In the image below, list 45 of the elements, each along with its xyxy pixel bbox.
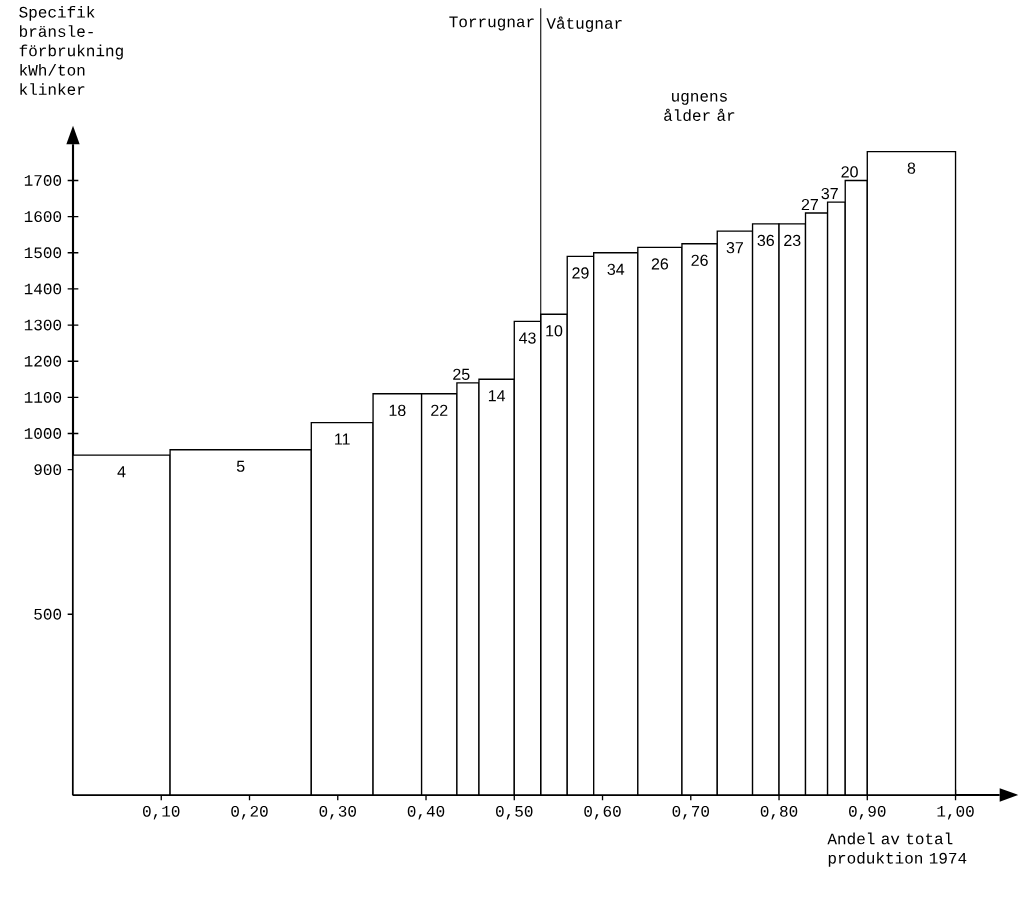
- x-tick-label: 1,00: [937, 805, 974, 820]
- text: ugnens ålder år: [664, 92, 735, 122]
- ref-line-label: Torrugnar: [449, 16, 534, 31]
- annotation: 18: [389, 404, 406, 416]
- y-tick-label: 1000: [24, 428, 62, 439]
- annotation: 27: [801, 198, 818, 211]
- y-tick-label: 1300: [24, 319, 62, 331]
- annotation: 4: [117, 466, 126, 478]
- annotation: 34: [607, 263, 625, 276]
- annotation: 36: [757, 234, 774, 247]
- annotation: 8: [907, 162, 916, 174]
- y-axis-title: Specifik bränsle- förbrukning kWh/ton klinker: [19, 5, 123, 95]
- annotation: 10: [546, 325, 563, 337]
- annotation: 11: [335, 433, 350, 445]
- y-tick-label: 1100: [24, 391, 62, 403]
- y-tick-label: 500: [34, 608, 62, 620]
- x-axis-title: Andel av total produktion 1974: [827, 832, 967, 867]
- annotation: 25: [453, 368, 470, 380]
- annotation: 43: [518, 332, 536, 344]
- y-tick-label: 1200: [24, 355, 62, 367]
- y-tick-label: 900: [34, 464, 62, 476]
- x-tick-label: 0,10: [143, 805, 180, 820]
- annotation: 37: [821, 187, 838, 200]
- x-tick-label: 0,30: [319, 805, 356, 820]
- annotation: 20: [841, 166, 858, 178]
- annotation: 14: [488, 390, 506, 402]
- x-tick-label: 0,50: [496, 805, 533, 820]
- y-tick-label: 1500: [24, 247, 62, 259]
- annotation: 5: [236, 460, 245, 472]
- x-tick-label: 0,20: [231, 805, 268, 820]
- x-tick-label: 0,80: [760, 805, 798, 820]
- text: Våtugnar: [546, 16, 622, 32]
- annotation: 29: [572, 267, 589, 279]
- annotation: 37: [726, 242, 743, 254]
- x-tick-label: 0,70: [672, 805, 709, 820]
- annotation: 23: [784, 234, 801, 247]
- annotation: 26: [691, 254, 708, 266]
- x-tick-label: 0,90: [849, 805, 886, 820]
- y-tick-label: 1700: [24, 175, 62, 186]
- y-tick-label: 1400: [24, 283, 62, 295]
- annotation: 26: [651, 258, 669, 270]
- x-tick-label: 0,60: [584, 805, 621, 820]
- annotation: 22: [431, 404, 448, 416]
- y-tick-label: 1600: [24, 211, 62, 223]
- x-tick-label: 0,40: [407, 805, 445, 820]
